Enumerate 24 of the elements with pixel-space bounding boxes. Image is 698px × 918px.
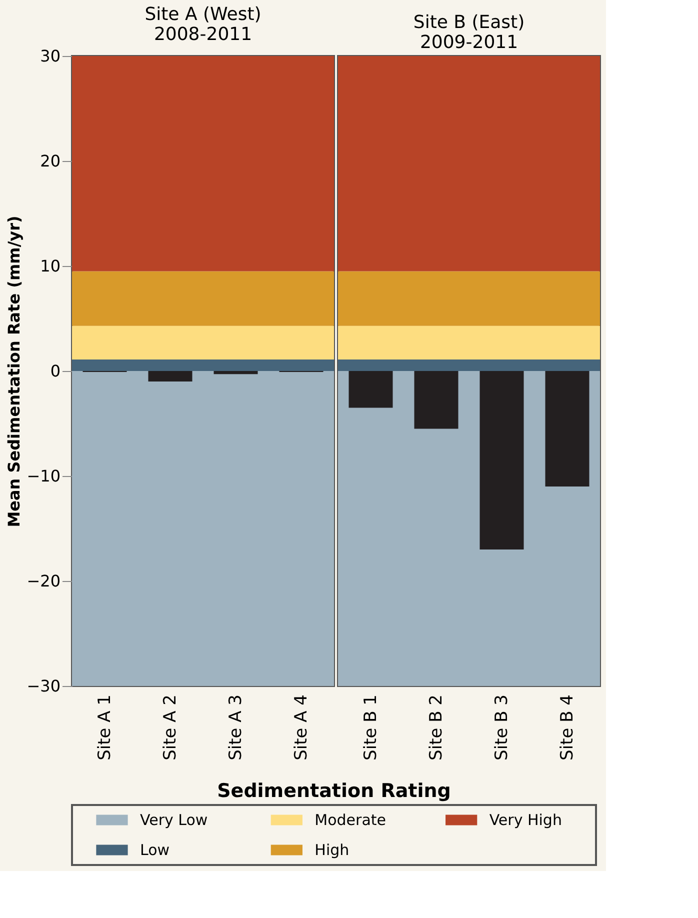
y-axis-title: Mean Sedimentation Rate (mm/yr)	[4, 216, 24, 528]
y-tick-label: −30	[26, 676, 60, 696]
x-tick-label: Site B 3	[492, 694, 512, 760]
legend-label: Very High	[489, 811, 562, 829]
x-tick-label: Site B 2	[426, 694, 446, 760]
y-tick-label: −10	[26, 466, 60, 486]
y-tick-label: 20	[40, 152, 60, 170]
x-tick-label: Site A 2	[160, 694, 180, 760]
chart-title: Site A (West) 2008-2011	[144, 4, 262, 45]
x-tick-label: Site A 4	[291, 694, 312, 760]
legend-label: Moderate	[314, 811, 386, 829]
legend-label: High	[314, 841, 350, 859]
x-tick-label: Site A 1	[94, 694, 115, 760]
legend-title: Sedimentation Rating	[217, 780, 451, 802]
y-tick-label: 0	[50, 362, 60, 380]
x-tick-label: Site B 1	[360, 694, 381, 760]
x-tick-label: Site A 3	[226, 694, 246, 760]
y-tick-label: −20	[26, 572, 60, 590]
y-tick-label: 30	[40, 46, 60, 66]
legend-label: Very Low	[140, 811, 208, 829]
legend-label: Low	[140, 841, 170, 859]
chart-title: Site B (East) 2009-2011	[413, 12, 525, 53]
y-tick-label: 10	[40, 256, 60, 276]
x-tick-label: Site B 4	[557, 694, 578, 760]
